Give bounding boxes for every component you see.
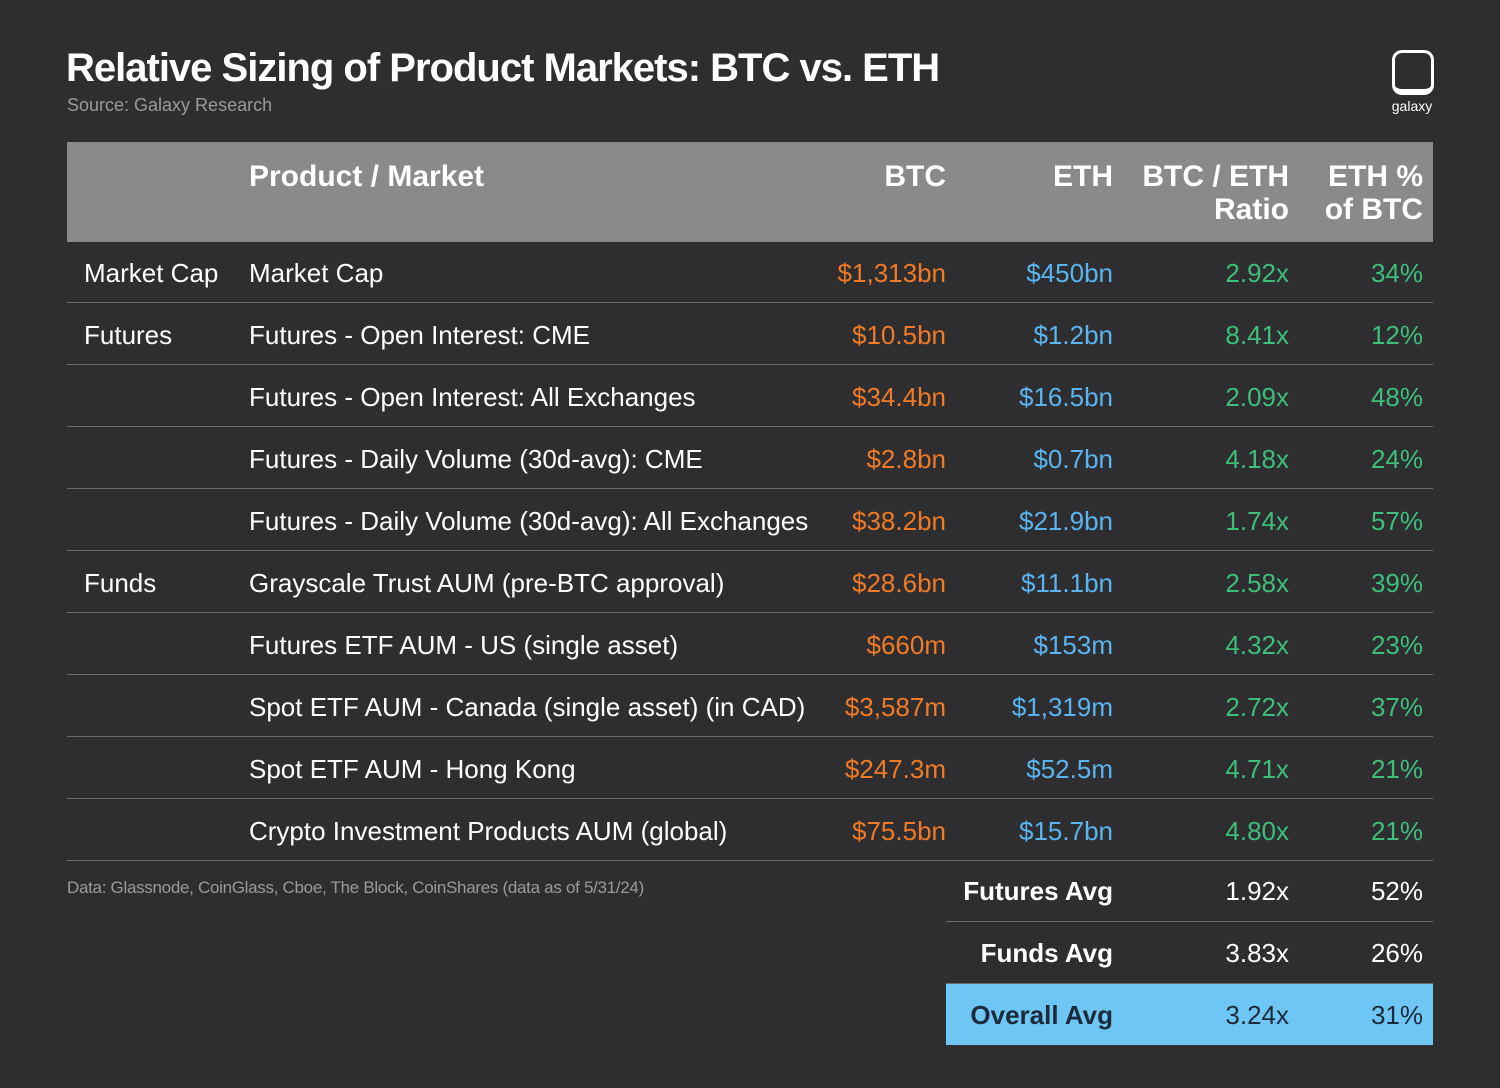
cell-value: $52.5m [1026, 754, 1113, 784]
row-divider [67, 550, 1433, 551]
summary-pct: 52% [1370, 876, 1423, 906]
cell-value: 12% [1370, 320, 1423, 350]
row-product: Futures - Open Interest: All Exchanges [249, 382, 696, 412]
column-header: Product / Market [249, 160, 485, 193]
cell-value: $247.3m [844, 754, 946, 784]
cell-value: 1.74x [1225, 506, 1289, 536]
cell-value: $38.2bn [852, 506, 946, 536]
logo-icon [1392, 50, 1434, 95]
row-divider [67, 426, 1433, 427]
cell-value: $16.5bn [1019, 382, 1113, 412]
row-divider [67, 674, 1433, 675]
source: Source: Galaxy Research [67, 95, 273, 115]
cell-value: $0.7bn [1033, 444, 1113, 474]
summary-ratio: 3.24x [1225, 1000, 1289, 1030]
cell-value: $153m [1033, 630, 1114, 660]
cell-value: 34% [1370, 258, 1423, 288]
footnote: Data: Glassnode, CoinGlass, Cboe, The Bl… [67, 878, 644, 897]
row-divider [946, 921, 1433, 922]
summary-label: Futures Avg [963, 876, 1113, 906]
cell-value: 4.18x [1225, 444, 1289, 474]
cell-value: 8.41x [1225, 320, 1289, 350]
cell-value: 2.92x [1225, 258, 1289, 288]
row-product: Market Cap [249, 258, 384, 288]
cell-value: 2.72x [1225, 692, 1289, 722]
cell-value: 57% [1370, 506, 1423, 536]
title: Relative Sizing of Product Markets: BTC … [66, 46, 940, 90]
cell-value: 4.80x [1225, 816, 1289, 846]
row-product: Futures - Daily Volume (30d-avg): CME [249, 444, 703, 474]
cell-value: $450bn [1026, 258, 1113, 288]
cell-value: $28.6bn [852, 568, 946, 598]
cell-value: $75.5bn [852, 816, 946, 846]
cell-value: $3,587m [844, 692, 946, 722]
cell-value: 48% [1370, 382, 1423, 412]
cell-value: 21% [1370, 754, 1423, 784]
cell-value: $10.5bn [852, 320, 946, 350]
column-header: ETH % of BTC [1324, 160, 1423, 226]
row-product: Futures - Daily Volume (30d-avg): All Ex… [249, 506, 809, 536]
cell-value: $2.8bn [866, 444, 946, 474]
highlight-band [946, 984, 1433, 1045]
row-divider [67, 798, 1433, 799]
row-divider [946, 983, 1433, 984]
cell-value: $1,313bn [837, 258, 946, 288]
summary-label: Funds Avg [980, 938, 1113, 968]
cell-value: 23% [1370, 630, 1423, 660]
row-product: Futures - Open Interest: CME [249, 320, 591, 350]
cell-value: 2.09x [1225, 382, 1289, 412]
row-divider [67, 302, 1433, 303]
cell-value: 21% [1370, 816, 1423, 846]
header-band [67, 142, 1433, 242]
row-product: Spot ETF AUM - Hong Kong [249, 754, 576, 784]
row-divider [67, 612, 1433, 613]
summary-pct: 26% [1370, 938, 1423, 968]
cell-value: 37% [1370, 692, 1423, 722]
cell-value: 39% [1370, 568, 1423, 598]
cell-value: 24% [1370, 444, 1423, 474]
row-product: Grayscale Trust AUM (pre-BTC approval) [249, 568, 725, 598]
row-product: Futures ETF AUM - US (single asset) [249, 630, 679, 660]
logo-text: galaxy [1391, 98, 1433, 114]
cell-value: $1,319m [1011, 692, 1113, 722]
cell-value: $660m [866, 630, 947, 660]
row-divider [67, 488, 1433, 489]
row-divider [67, 736, 1433, 737]
cell-value: $11.1bn [1020, 568, 1113, 598]
cell-value: 4.32x [1225, 630, 1289, 660]
cell-value: $1.2bn [1033, 320, 1113, 350]
cell-value: $15.7bn [1019, 816, 1113, 846]
row-divider [67, 364, 1433, 365]
column-header: BTC [884, 160, 946, 193]
column-header: ETH [1053, 160, 1113, 193]
summary-label: Overall Avg [970, 1000, 1113, 1030]
row-divider [67, 860, 1433, 861]
column-header: BTC / ETH Ratio [1142, 160, 1289, 226]
cell-value: 4.71x [1225, 754, 1289, 784]
row-group: Funds [84, 568, 157, 598]
cell-value: 2.58x [1225, 568, 1289, 598]
summary-ratio: 3.83x [1225, 938, 1289, 968]
row-group: Market Cap [84, 258, 219, 288]
row-group: Futures [84, 320, 173, 350]
summary-ratio: 1.92x [1225, 876, 1289, 906]
row-product: Spot ETF AUM - Canada (single asset) (in… [249, 692, 806, 722]
cell-value: $21.9bn [1019, 506, 1113, 536]
cell-value: $34.4bn [852, 382, 946, 412]
summary-pct: 31% [1370, 1000, 1423, 1030]
row-product: Crypto Investment Products AUM (global) [249, 816, 728, 846]
